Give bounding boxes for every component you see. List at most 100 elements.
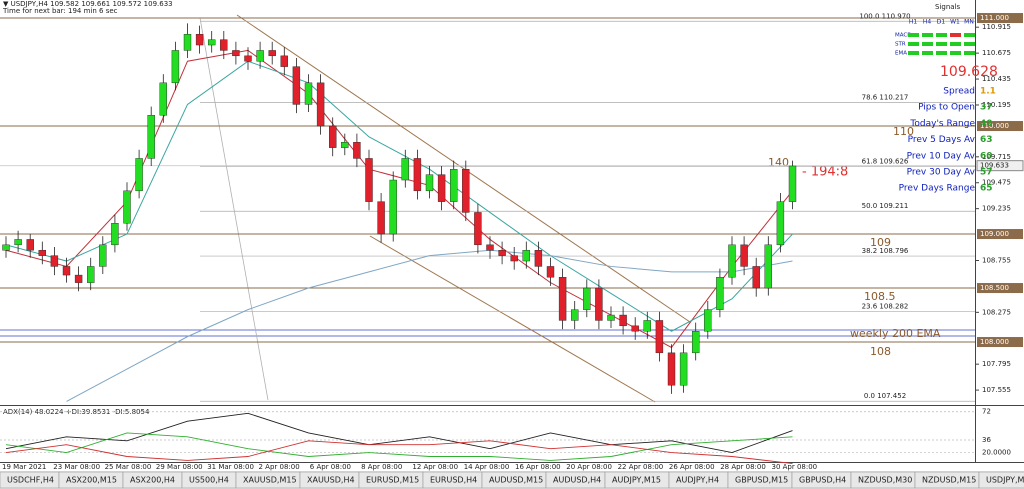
channel-lower <box>369 235 656 403</box>
tab-label: AUDUSD,H4 <box>553 476 601 485</box>
tab-label: AUDJPY,M15 <box>612 476 661 485</box>
fib-label: 0.0 107.452 <box>864 392 906 400</box>
time-label: 26 Apr 08:00 <box>669 463 715 471</box>
signal-cell <box>964 33 975 37</box>
fib-label: 61.8 109.626 <box>862 157 909 165</box>
candle-body <box>425 174 434 192</box>
signal-timeframe: H4 <box>923 19 932 26</box>
time-label: 6 Apr 08:00 <box>310 463 351 471</box>
signal-cell <box>908 42 919 46</box>
candle-body <box>679 352 688 386</box>
signal-cell <box>936 51 947 55</box>
candle-body <box>619 314 627 327</box>
bar-timer: Time for next bar: 194 min 6 sec <box>2 7 118 15</box>
candle-body <box>667 352 676 386</box>
candle-body <box>99 244 107 267</box>
stat-label: Spread <box>943 87 975 97</box>
tab-label: NZDUSD,M15 <box>922 476 976 485</box>
candle-body <box>389 179 397 235</box>
candle-body <box>377 201 385 235</box>
candle-body <box>462 169 470 213</box>
tab-label: ASX200,H4 <box>130 476 175 485</box>
signal-row-label: MACD <box>895 33 912 39</box>
time-label: 19 Mar 2021 <box>2 463 46 471</box>
candle-body <box>607 314 615 321</box>
stat-value: 57 <box>980 168 993 178</box>
signals-title: Signals <box>935 3 961 11</box>
candle-body <box>413 158 422 192</box>
candle-body <box>643 320 651 332</box>
time-label: 29 Mar 08:00 <box>156 463 203 471</box>
annotation: 110 <box>893 125 914 138</box>
candle-body <box>14 239 22 246</box>
tab-label: XAUUSD,M15 <box>243 476 297 485</box>
tab[interactable] <box>978 471 1024 489</box>
candle-body <box>776 201 785 246</box>
candle-body <box>26 239 34 251</box>
fib-label: 100.0 110.970 <box>859 12 910 20</box>
candle-body <box>159 82 168 116</box>
candle-body <box>631 325 639 332</box>
tab-label: ASX200,M15 <box>66 476 117 485</box>
symbol-line: ▼ USDJPY,H4 109.582 109.661 109.572 109.… <box>3 0 173 8</box>
adx-line <box>5 432 793 461</box>
candle-body <box>704 309 712 332</box>
candle-body <box>752 266 760 289</box>
level-label: 109.000 <box>980 230 1009 238</box>
fib-trend-line <box>199 17 269 401</box>
signal-cell <box>936 33 947 37</box>
candle-body <box>304 82 313 105</box>
candle-body <box>692 331 700 354</box>
level-box <box>977 229 1023 240</box>
current-price-label: 109.633 <box>980 162 1009 170</box>
candle-body <box>123 190 131 224</box>
candle-body <box>183 34 192 51</box>
candle-body <box>788 165 797 202</box>
signal-timeframe: H1 <box>909 19 918 26</box>
tab-label: AUDJPY,H4 <box>676 476 719 485</box>
candle-body <box>135 158 143 192</box>
price-tick-label: 109.475 <box>982 179 1011 187</box>
candle-body <box>256 50 264 62</box>
stat-value: 63 <box>980 135 993 145</box>
time-label: 2 Apr 08:00 <box>259 463 300 471</box>
candle-body <box>207 39 216 46</box>
tab-label: AUDUSD,M15 <box>489 476 543 485</box>
candle-body <box>329 125 337 148</box>
signal-row-label: EMA <box>895 51 907 57</box>
annotation: 108 <box>870 345 891 358</box>
moving-average <box>66 249 793 402</box>
candle-body <box>74 274 83 283</box>
tab-label: GBPUSD,H4 <box>799 476 846 485</box>
level-box <box>977 283 1023 294</box>
signal-cell <box>922 42 933 46</box>
time-label: 23 Mar 08:00 <box>53 463 100 471</box>
candle-body <box>474 212 482 246</box>
adx-tick-label: 72 <box>982 408 991 416</box>
adx-line <box>5 440 793 465</box>
candle-body <box>716 277 724 310</box>
price-tick-label: 107.555 <box>982 386 1011 394</box>
candle-body <box>147 115 155 159</box>
annotation: - 194:8 <box>802 165 848 180</box>
stat-label: Today's Range <box>909 119 975 129</box>
time-label: 20 Apr 08:00 <box>566 463 612 471</box>
fib-label: 78.6 110.217 <box>862 94 909 102</box>
price-tick-label: 110.675 <box>982 49 1011 57</box>
price-tick-label: 108.275 <box>982 308 1011 316</box>
signal-cell <box>950 51 961 55</box>
tab-label: EURUSD,H4 <box>430 476 477 485</box>
signal-timeframe: MN <box>964 19 974 26</box>
stat-value: 37 <box>980 103 993 113</box>
fib-label: 23.6 108.282 <box>862 303 909 311</box>
level-label: 111.000 <box>980 14 1009 22</box>
level-box <box>977 121 1023 132</box>
candle-body <box>50 255 59 267</box>
candle-body <box>111 223 119 246</box>
candle-body <box>232 50 240 57</box>
price-tick-label: 110.915 <box>982 23 1011 31</box>
signal-row-label: STR <box>895 42 906 48</box>
level-box <box>977 13 1023 24</box>
